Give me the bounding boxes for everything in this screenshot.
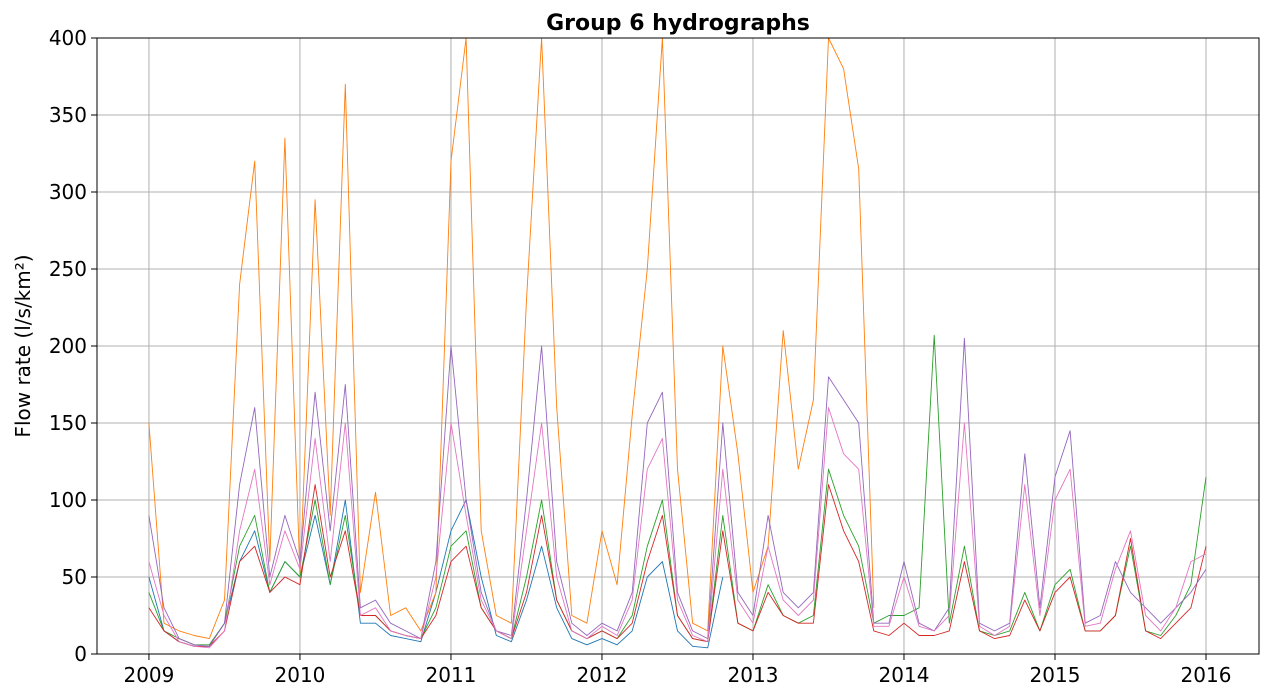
series-line — [148, 37, 875, 640]
x-tick-label: 2016 — [1181, 663, 1232, 687]
y-tick-label: 350 — [49, 103, 87, 127]
y-tick-label: 0 — [74, 642, 87, 666]
plot-frame — [96, 37, 1260, 655]
y-tick-label: 250 — [49, 257, 87, 281]
x-tick-label: 2011 — [426, 663, 477, 687]
series-line — [148, 484, 1207, 647]
y-tick-label: 200 — [49, 334, 87, 358]
x-tick-label: 2010 — [275, 663, 326, 687]
x-tick-label: 2009 — [123, 663, 174, 687]
x-tick-label: 2013 — [728, 663, 779, 687]
series-line — [148, 407, 1207, 649]
y-tick-label: 50 — [62, 565, 87, 589]
series-line — [148, 337, 1207, 647]
y-tick-label: 100 — [49, 488, 87, 512]
chart-title: Group 6 hydrographs — [546, 11, 810, 36]
y-axis-label: Flow rate (l/s/km²) — [11, 254, 35, 437]
y-tick-label: 300 — [49, 180, 87, 204]
y-tick-label: 400 — [49, 26, 87, 50]
x-tick-label: 2012 — [577, 663, 628, 687]
x-tick-label: 2014 — [879, 663, 930, 687]
y-tick-label: 150 — [49, 411, 87, 435]
x-tick-label: 2015 — [1030, 663, 1081, 687]
